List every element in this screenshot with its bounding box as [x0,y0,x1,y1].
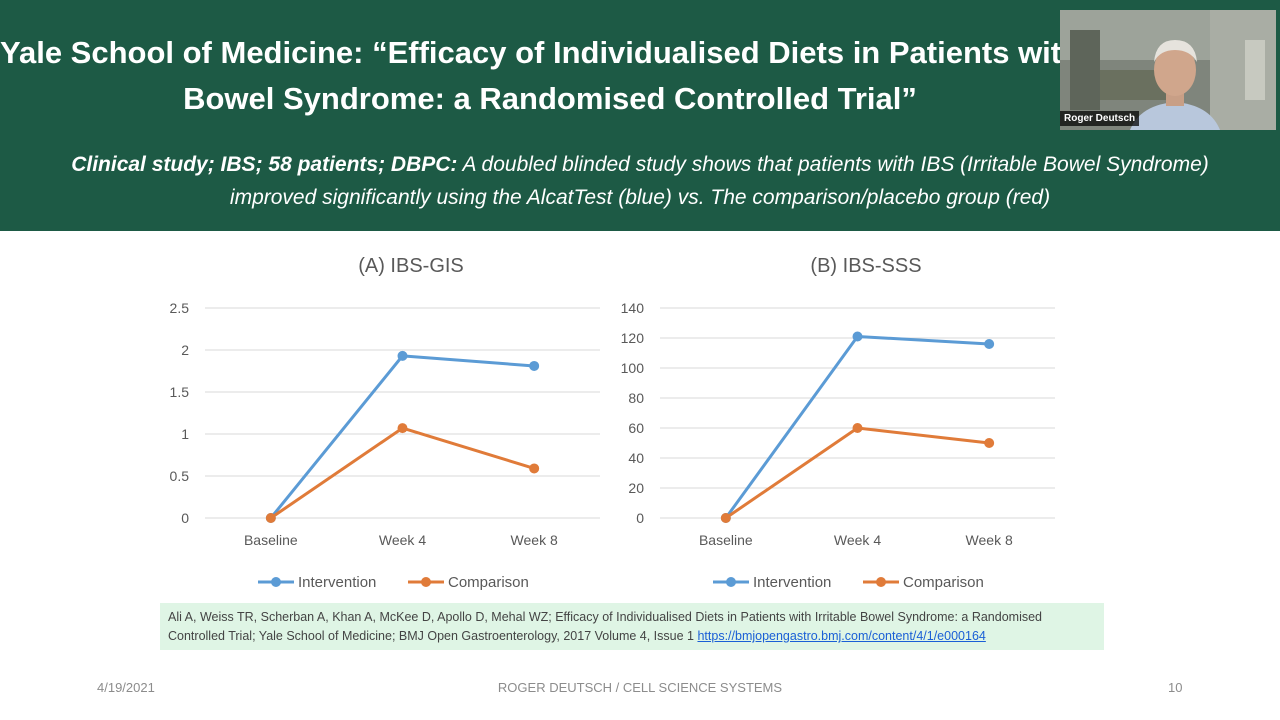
data-point-comparison [529,463,540,474]
y-tick-label: 60 [628,420,644,436]
y-tick-label: 1 [181,426,189,442]
series-line-comparison [269,426,535,520]
data-point-intervention [852,331,863,342]
series-line-comparison [724,426,990,520]
y-tick-label: 40 [628,450,644,466]
data-point-comparison [265,513,276,523]
chart-ibs-sss: (B) IBS-SSS 0 20 40 60 80 100 120 140 Baseline We… [605,240,1075,605]
footer-page-number: 10 [1168,680,1183,695]
y-tick-label: 140 [621,300,645,316]
y-tick-label: 120 [621,330,645,346]
legend-marker [876,577,886,587]
subtitle-rest: A doubled blinded study shows that patie… [457,153,1209,176]
chart-title: (A) IBS-GIS [358,255,464,277]
data-point-comparison [852,423,863,433]
title-line-2: Bowel Syndrome: a Randomised Controlled … [183,81,917,116]
y-tick-label: 1.5 [170,384,190,400]
legend-marker [271,577,281,587]
legend-label-comparison: Comparison [448,574,529,591]
y-tick-label: 0 [181,510,189,526]
x-tick-label: Week 4 [379,532,426,548]
data-point-comparison [720,513,731,523]
chart-ibs-gis-svg: (A) IBS-GIS 0 0.5 1 1.5 2 2.5 Baseline Week 4 We… [170,255,600,591]
footer-presenter: ROGER DEUTSCH / CELL SCIENCE SYSTEMS [497,680,783,695]
data-point-intervention [984,339,995,349]
reference-link[interactable]: https://bmjopengastro.bmj.com/content/4/… [697,629,986,643]
chart-ibs-sss-svg: (B) IBS-SSS 0 20 40 60 80 100 120 140 Baseline We… [621,255,1055,591]
video-frame-image [1060,10,1276,130]
slide-subtitle: Clinical study; IBS; 58 patients; DBPC: … [0,148,1280,214]
legend-label-comparison: Comparison [903,574,984,591]
reference-line-1: Ali A, Weiss TR, Scherban A, Khan A, McK… [168,610,1043,624]
y-tick-label: 0 [636,510,644,526]
x-tick-label: Baseline [244,532,298,548]
title-line-1: Yale School of Medicine: “Efficacy of In… [0,35,1203,70]
reference-box: Ali A, Weiss TR, Scherban A, Khan A, McK… [160,603,1104,650]
x-tick-label: Baseline [699,532,753,548]
subtitle-line-2: improved significantly using the AlcatTe… [229,186,1051,209]
slide-title: Yale School of Medicine: “Efficacy of In… [0,30,1203,122]
data-point-comparison [397,423,408,434]
legend-label-intervention: Intervention [753,574,831,591]
participant-name-label: Roger Deutsch [1060,111,1140,126]
x-tick-label: Week 8 [511,532,558,548]
subtitle-line-1: Clinical study; IBS; 58 patients; DBPC: … [0,148,1280,181]
chart-title: (B) IBS-SSS [810,255,921,277]
y-tick-label: 20 [628,480,644,496]
y-tick-label: 100 [621,360,645,376]
data-point-comparison [984,438,995,448]
x-tick-label: Week 8 [966,532,1013,548]
series-line-intervention [269,354,535,519]
y-tick-label: 2 [181,342,189,358]
data-point-intervention [529,360,540,371]
legend-label-intervention: Intervention [298,574,376,591]
reference-citation: Controlled Trial; Yale School of Medicin… [168,629,698,643]
participant-video[interactable]: Roger Deutsch [1060,10,1276,130]
data-point-intervention [397,350,408,361]
chart-ibs-gis: (A) IBS-GIS 0 0.5 1 1.5 2 2.5 Baseline Week 4 We… [150,240,620,605]
subtitle-lead: Clinical study; IBS; 58 patients; DBPC: [71,153,458,176]
y-tick-label: 0.5 [170,468,190,484]
y-tick-label: 80 [628,390,644,406]
legend-marker [421,577,431,587]
reference-line-2: Controlled Trial; Yale School of Medicin… [168,627,1096,646]
x-tick-label: Week 4 [834,532,881,548]
y-tick-label: 2.5 [170,300,190,316]
legend-marker [726,577,736,587]
footer-date: 4/19/2021 [97,680,155,695]
